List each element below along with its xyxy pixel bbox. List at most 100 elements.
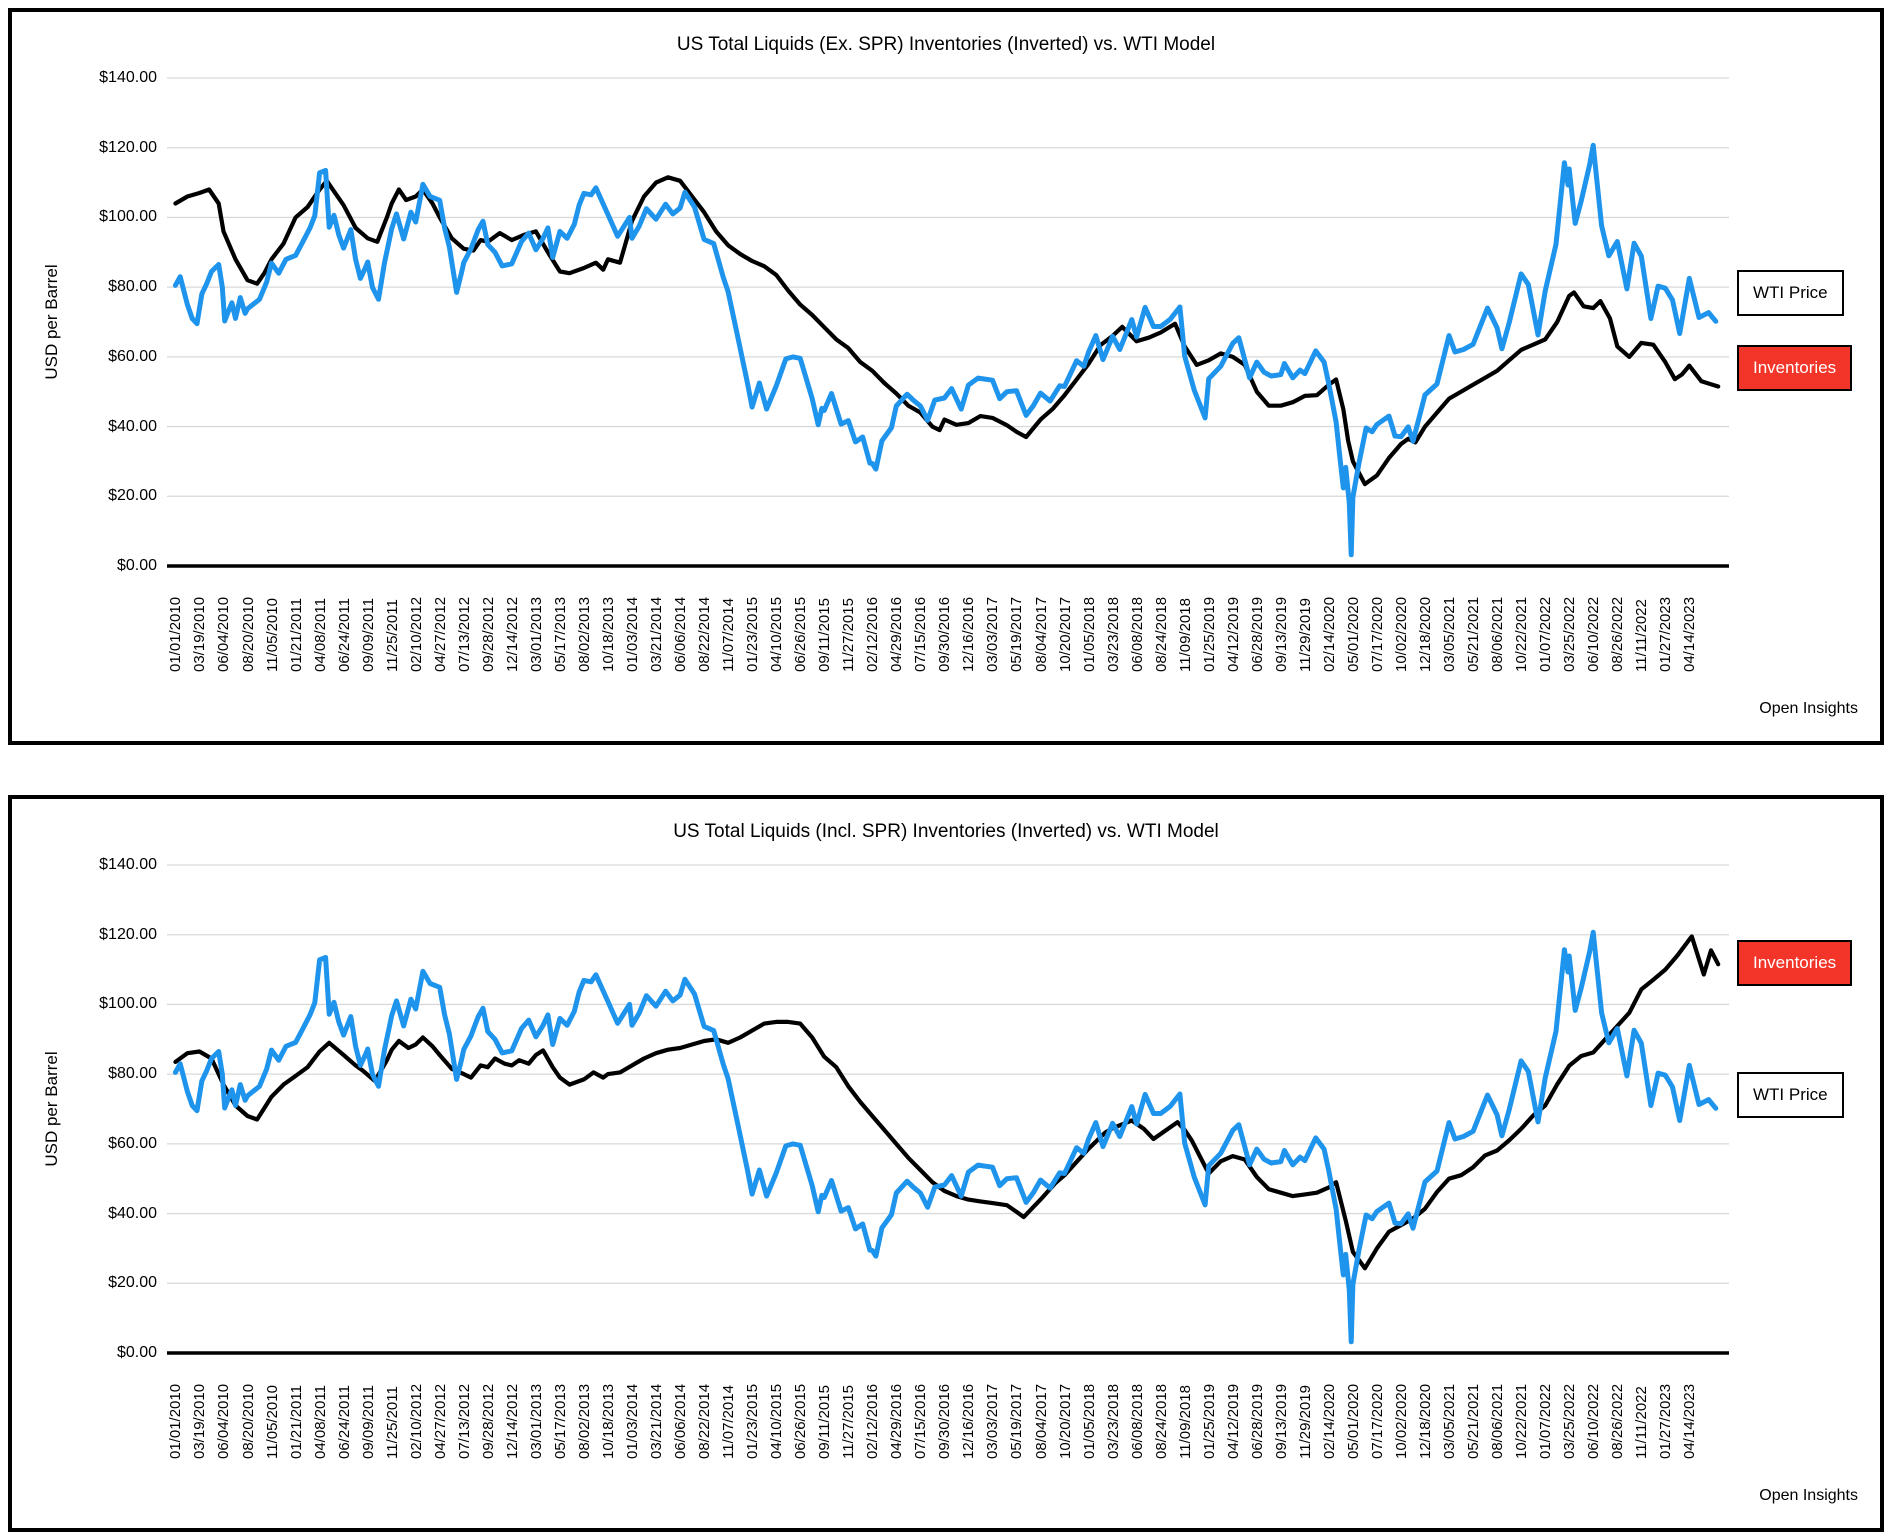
x-tick-label: 03/25/2022 [1561,1383,1579,1459]
x-tick-label: 10/22/2021 [1513,596,1531,672]
x-tick-label: 12/14/2012 [503,1383,521,1459]
x-tick-label: 12/18/2020 [1417,596,1434,672]
y-tick-label: $80.00 [108,278,157,296]
x-tick-label: 08/26/2022 [1609,1383,1627,1459]
x-tick-label: 03/19/2010 [191,596,209,672]
x-tick-label: 01/01/2010 [167,1383,185,1459]
x-tick-label: 09/13/2019 [1272,1383,1290,1459]
x-tick-label: 06/04/2010 [215,1383,233,1459]
y-tick-label: $120.00 [99,138,157,156]
x-tick-label: 04/29/2016 [888,1383,906,1459]
x-tick-label: 10/20/2017 [1056,596,1074,672]
x-tick-label: 06/28/2019 [1248,1383,1266,1459]
x-tick-label: 08/22/2014 [696,596,714,672]
x-tick-label: 01/05/2018 [1080,1383,1098,1459]
x-tick-label: 03/05/2021 [1441,1383,1459,1459]
x-tick-label: 09/11/2015 [816,1385,834,1459]
chart-title: US Total Liquids (Ex. SPR) Inventories (… [676,34,1216,55]
x-tick-label: 02/10/2012 [407,1383,425,1459]
x-tick-label: 10/02/2020 [1392,596,1410,672]
x-tick-label: 08/02/2013 [575,596,593,672]
x-tick-label: 05/17/2013 [551,1383,569,1459]
x-tick-label: 10/18/2013 [599,596,617,672]
x-tick-label: 08/04/2017 [1032,596,1050,672]
credit-text: Open Insights [1759,700,1858,717]
x-tick-label: 01/01/2010 [167,596,185,672]
x-tick-label: 04/14/2023 [1681,1383,1699,1459]
x-tick-label: 03/03/2017 [984,596,1002,672]
plot-area [167,77,1729,568]
x-tick-label: 04/08/2011 [311,1385,329,1459]
y-tick-label: $80.00 [108,1065,157,1083]
x-tick-label: 04/27/2012 [431,596,449,672]
x-tick-label: 05/19/2017 [1008,1383,1026,1459]
x-tick-label: 07/17/2020 [1368,1383,1386,1459]
x-tick-label: 11/29/2019 [1296,598,1314,672]
x-tick-label: 09/13/2019 [1272,596,1290,672]
x-tick-label: 01/27/2023 [1657,1383,1675,1459]
x-tick-label: 08/24/2018 [1152,596,1170,672]
x-tick-label: 06/26/2015 [792,1383,810,1459]
x-tick-label: 01/27/2023 [1657,596,1675,672]
x-tick-label: 01/05/2018 [1080,596,1098,672]
x-tick-label: 05/17/2013 [551,596,569,672]
x-tick-label: 01/21/2011 [287,598,305,672]
y-tick-label: $20.00 [108,1274,157,1292]
x-tick-label: 11/29/2019 [1296,1385,1314,1459]
x-tick-label: 07/13/2012 [455,1383,473,1459]
x-tick-label: 11/09/2018 [1176,1385,1194,1459]
x-tick-label: 08/20/2010 [239,1383,257,1459]
x-tick-label: 03/25/2022 [1561,596,1579,672]
x-tick-label: 06/26/2015 [792,596,810,672]
y-tick-label: $140.00 [99,69,157,86]
x-tick-label: 11/25/2011 [383,1386,401,1459]
x-tick-label: 11/07/2014 [720,598,738,672]
x-tick-label: 02/10/2012 [407,596,425,672]
inventories-line [173,934,1721,1271]
x-tick-label: 07/13/2012 [455,596,473,672]
x-tick-label: 09/09/2011 [359,1385,377,1459]
x-tick-label: 09/30/2016 [936,1383,954,1459]
x-tick-label: 11/07/2014 [720,1385,738,1459]
legend-inventories: Inventories [1737,940,1853,986]
x-tick-label: 04/29/2016 [888,596,906,672]
y-tick-label: $0.00 [116,557,157,574]
y-tick-label: $140.00 [99,856,157,873]
x-tick-label: 12/14/2012 [503,596,521,672]
x-tick-label: 06/06/2014 [672,596,690,672]
x-tick-label: 02/14/2020 [1320,1383,1338,1459]
x-tick-label: 05/01/2020 [1344,596,1362,672]
x-tick-label: 10/22/2021 [1513,1383,1531,1459]
chart-ex-spr: US Total Liquids (Ex. SPR) Inventories (… [8,8,1884,745]
x-tick-label: 11/11/2022 [1633,599,1651,672]
x-tick-label: 01/03/2014 [623,1383,641,1459]
x-tick-label: 06/28/2019 [1248,596,1266,672]
x-tick-label: 01/07/2022 [1537,1383,1555,1459]
x-tick-label: 09/09/2011 [359,598,377,672]
y-tick-label: $60.00 [108,1134,157,1152]
y-tick-label: $40.00 [108,1204,157,1222]
legend-wti-price: WTI Price [1737,270,1844,316]
x-tick-label: 11/05/2010 [263,1385,281,1459]
chart-title: US Total Liquids (Incl. SPR) Inventories… [673,821,1219,842]
x-tick-label: 08/04/2017 [1032,1383,1050,1459]
x-tick-label: 02/12/2016 [864,596,882,672]
y-tick-label: $60.00 [108,347,157,365]
x-tick-label: 05/01/2020 [1344,1383,1362,1459]
x-tick-label: 06/08/2018 [1128,1383,1146,1459]
y-tick-label: $100.00 [99,995,157,1013]
x-tick-label: 02/14/2020 [1320,596,1338,672]
x-tick-label: 08/24/2018 [1152,1383,1170,1459]
x-tick-label: 08/26/2022 [1609,596,1627,672]
x-tick-label: 08/06/2021 [1489,596,1507,672]
x-tick-label: 05/19/2017 [1008,596,1026,672]
x-tick-label: 07/17/2020 [1368,596,1386,672]
x-tick-label: 04/12/2019 [1224,1383,1242,1459]
credit-text: Open Insights [1759,1487,1858,1504]
x-tick-label: 01/07/2022 [1537,596,1555,672]
x-tick-label: 06/10/2022 [1585,1383,1603,1459]
x-tick-label: 11/27/2015 [840,598,858,672]
x-tick-label: 06/24/2011 [335,598,353,672]
x-tick-label: 08/20/2010 [239,596,257,672]
x-tick-label: 01/23/2015 [744,1383,762,1459]
